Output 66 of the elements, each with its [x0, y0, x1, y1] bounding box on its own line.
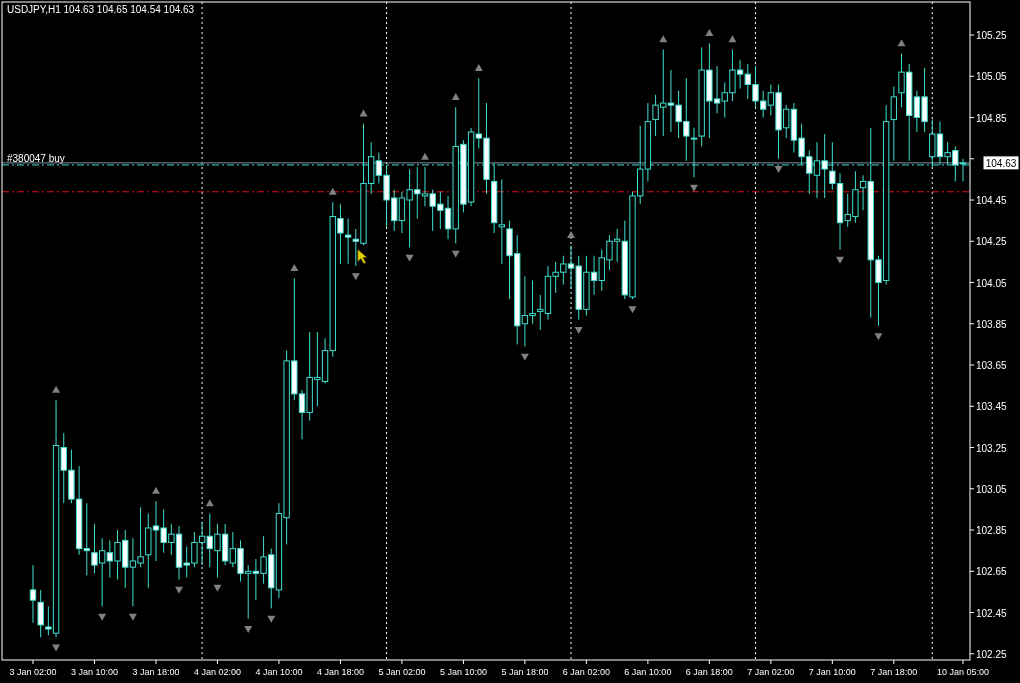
- x-tick-label: 6 Jan 02:00: [562, 667, 610, 677]
- point: [874, 333, 883, 341]
- point: [205, 499, 214, 507]
- x-tick-label: 3 Jan 10:00: [70, 667, 119, 677]
- x-tick-label: 3 Jan 18:00: [132, 667, 180, 677]
- point: [520, 353, 529, 361]
- y-tick-label: 103.05: [976, 483, 1008, 495]
- point: [574, 326, 583, 334]
- point: [98, 613, 107, 621]
- x-tick-label: 7 Jan 02:00: [747, 667, 795, 677]
- x-tick-label: 4 Jan 18:00: [316, 667, 364, 677]
- chart-title: USDJPY,H1 104.63 104.65 104.54 104.63: [7, 4, 195, 15]
- x-tick-label: 7 Jan 18:00: [870, 667, 918, 677]
- point: [267, 615, 276, 623]
- candlestick: [344, 218, 352, 265]
- y-tick-label: 105.25: [976, 30, 1008, 41]
- x-tick-label: 4 Jan 02:00: [193, 667, 241, 677]
- point: [244, 626, 253, 634]
- y-tick-label: 102.85: [976, 525, 1008, 537]
- x-tick-label: 6 Jan 10:00: [624, 667, 672, 677]
- point: [897, 39, 906, 47]
- y-tick-label: 102.65: [976, 566, 1008, 578]
- point: [420, 152, 429, 160]
- point: [705, 28, 714, 36]
- y-tick-label: 105.05: [976, 71, 1008, 83]
- point: [567, 231, 576, 239]
- x-tick-label: 5 Jan 10:00: [439, 667, 487, 677]
- y-tick-label: 103.25: [976, 442, 1008, 454]
- point: [175, 586, 184, 594]
- y-tick-label: 104.25: [976, 236, 1008, 248]
- y-tick-label: 104.85: [976, 112, 1008, 124]
- candlestick: [29, 564, 37, 624]
- x-tick-label: 5 Jan 02:00: [378, 667, 426, 677]
- y-tick-label: 104.05: [976, 277, 1008, 289]
- point: [728, 35, 737, 43]
- point: [290, 264, 299, 272]
- point: [213, 584, 222, 592]
- y-tick-label: 103.85: [976, 318, 1008, 330]
- x-tick-label: 7 Jan 10:00: [808, 667, 856, 677]
- point: [659, 35, 668, 43]
- ref-line-label: #380047 buy: [7, 152, 65, 164]
- y-tick-label: 102.45: [976, 607, 1008, 619]
- candlestick: [890, 86, 898, 162]
- y-tick-label: 102.25: [976, 648, 1008, 660]
- point: [774, 166, 783, 174]
- y-tick-label: 103.45: [976, 401, 1008, 413]
- x-tick-label: 5 Jan 18:00: [501, 667, 549, 677]
- x-tick-label: 3 Jan 02:00: [9, 667, 57, 677]
- x-tick-label: 10 Jan 05:00: [936, 667, 990, 677]
- point: [52, 385, 61, 393]
- point: [836, 256, 845, 264]
- point: [628, 306, 637, 314]
- y-tick-label: 103.65: [976, 360, 1008, 372]
- ref-line-label: 104.63: [985, 157, 1017, 169]
- y-tick-label: 104.45: [976, 195, 1008, 207]
- point: [451, 250, 460, 258]
- point: [451, 92, 460, 100]
- point: [474, 64, 483, 72]
- candlestick: [498, 178, 506, 265]
- point: [328, 187, 337, 195]
- candlestick: [37, 589, 44, 638]
- point: [405, 254, 414, 262]
- x-tick-label: 4 Jan 10:00: [255, 667, 303, 677]
- point: [151, 486, 160, 494]
- point: [351, 273, 360, 281]
- x-tick-label: 6 Jan 18:00: [685, 667, 733, 677]
